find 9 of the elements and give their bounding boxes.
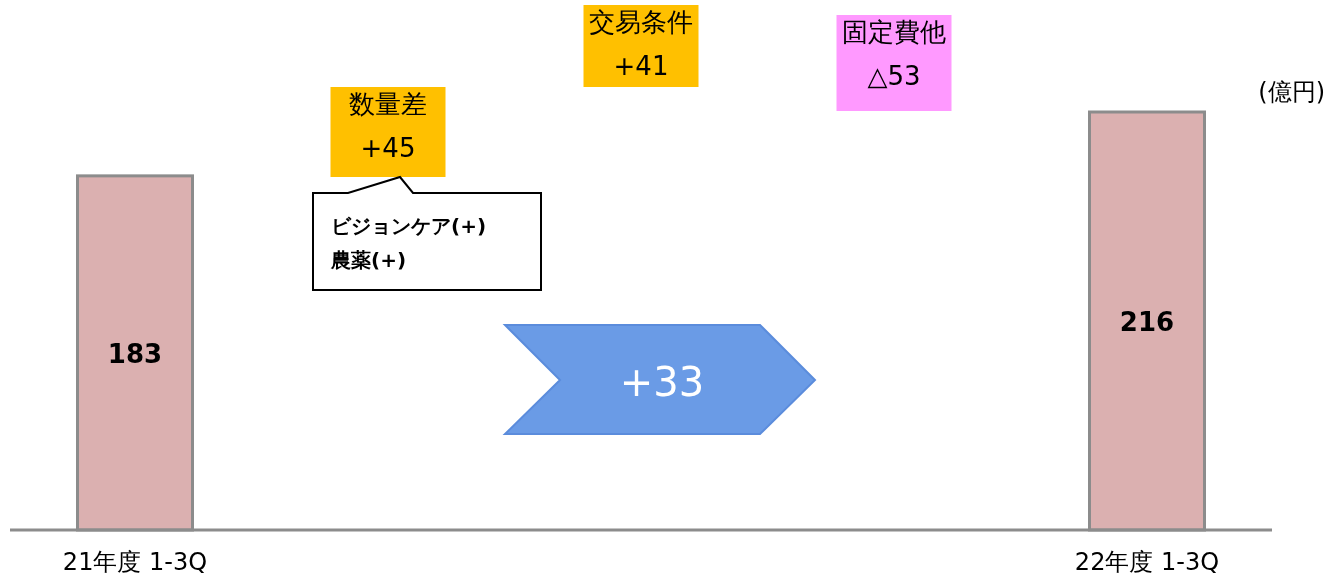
x-tick-label: 22年度 1-3Q: [1074, 548, 1220, 576]
data-label: 216: [1119, 307, 1175, 337]
y-axis-title: (億円): [1258, 78, 1325, 106]
annotation: ビジョンケア(+) 農薬(+): [330, 214, 487, 272]
callout: ビジョンケア(+) 農薬(+): [312, 175, 542, 291]
data-label: 183: [107, 338, 163, 369]
x-tick-label: 21年度 1-3Q: [62, 548, 208, 576]
annotation: 数量差 +45: [349, 89, 427, 163]
annotation: +33: [619, 359, 705, 405]
